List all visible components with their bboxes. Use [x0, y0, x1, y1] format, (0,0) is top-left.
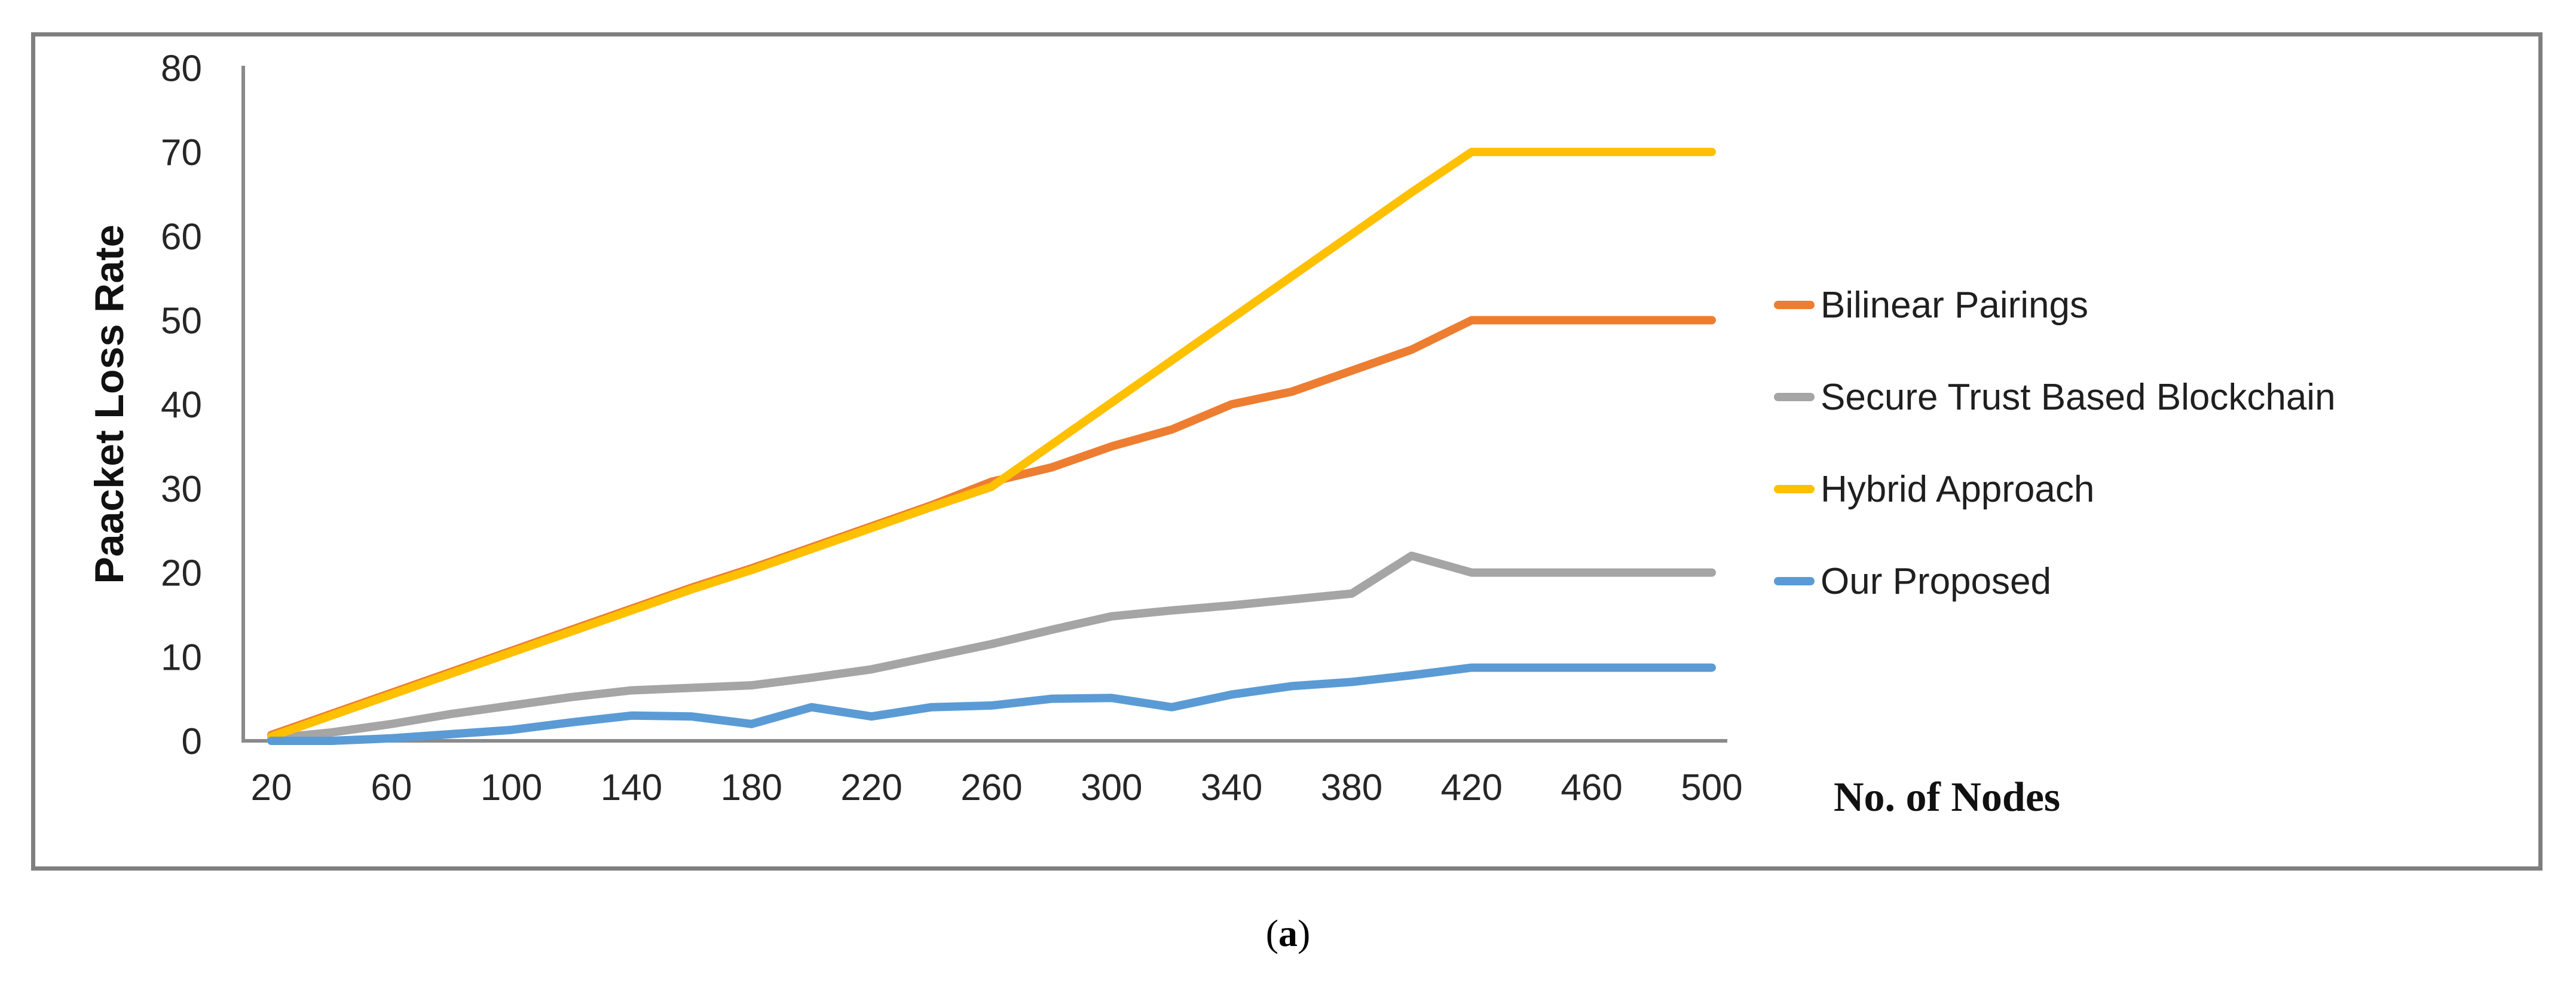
legend-item-our-proposed: Our Proposed — [1774, 560, 2051, 603]
y-tick-label: 60 — [161, 216, 202, 258]
y-tick-label: 10 — [161, 637, 202, 678]
y-tick-label: 80 — [161, 48, 202, 89]
legend-swatch — [1774, 393, 1815, 401]
x-tick-label: 380 — [1321, 767, 1382, 808]
x-axis-ticks: 20 60 100 140 180 220 260 300 340 380 420 460 500 — [251, 767, 1743, 808]
legend-item-secure-trust-based-blockchain: Secure Trust Based Blockchain — [1774, 376, 2336, 419]
series-line-bilinear-pairings — [267, 316, 1716, 740]
x-tick-label: 60 — [371, 767, 412, 808]
series-line-hybrid-approach — [267, 148, 1716, 741]
x-tick-label: 220 — [840, 767, 902, 808]
legend-label: Bilinear Pairings — [1821, 284, 2088, 326]
legend-label: Our Proposed — [1821, 560, 2051, 602]
x-tick-label: 500 — [1681, 767, 1742, 808]
series-line-secure-trust-based-blockchain — [267, 551, 1716, 743]
axes — [241, 66, 1727, 743]
y-tick-label: 50 — [161, 301, 202, 342]
x-tick-label: 100 — [481, 767, 542, 808]
legend-swatch — [1774, 301, 1815, 309]
y-tick-label: 20 — [161, 553, 202, 594]
y-axis-title: Paacket Loss Rate — [87, 225, 132, 584]
x-tick-label: 460 — [1561, 767, 1622, 808]
x-tick-label: 260 — [960, 767, 1022, 808]
series-line-our-proposed — [267, 663, 1716, 745]
y-tick-label: 70 — [161, 132, 202, 173]
legend-item-hybrid-approach: Hybrid Approach — [1774, 468, 2094, 511]
x-tick-label: 140 — [601, 767, 662, 808]
y-tick-label: 30 — [161, 469, 202, 510]
y-tick-label: 0 — [182, 721, 202, 762]
caption-close-paren: ) — [1298, 912, 1311, 954]
caption-open-paren: ( — [1265, 912, 1278, 954]
caption-letter: a — [1278, 912, 1298, 954]
legend-item-bilinear-pairings: Bilinear Pairings — [1774, 283, 2088, 326]
legend-label: Hybrid Approach — [1821, 468, 2095, 510]
series-lines — [267, 148, 1716, 745]
figure-caption: (a) — [0, 911, 2576, 955]
x-tick-label: 180 — [721, 767, 782, 808]
x-tick-label: 20 — [251, 767, 292, 808]
x-tick-label: 420 — [1441, 767, 1503, 808]
legend-label: Secure Trust Based Blockchain — [1821, 376, 2336, 418]
x-tick-label: 340 — [1201, 767, 1262, 808]
legend-swatch — [1774, 485, 1815, 493]
legend-swatch — [1774, 577, 1815, 585]
y-tick-label: 40 — [161, 384, 202, 426]
y-axis-ticks: 0 10 20 30 40 50 60 70 80 — [161, 48, 202, 762]
x-axis-title: No. of Nodes — [1834, 774, 2060, 820]
x-tick-label: 300 — [1081, 767, 1142, 808]
